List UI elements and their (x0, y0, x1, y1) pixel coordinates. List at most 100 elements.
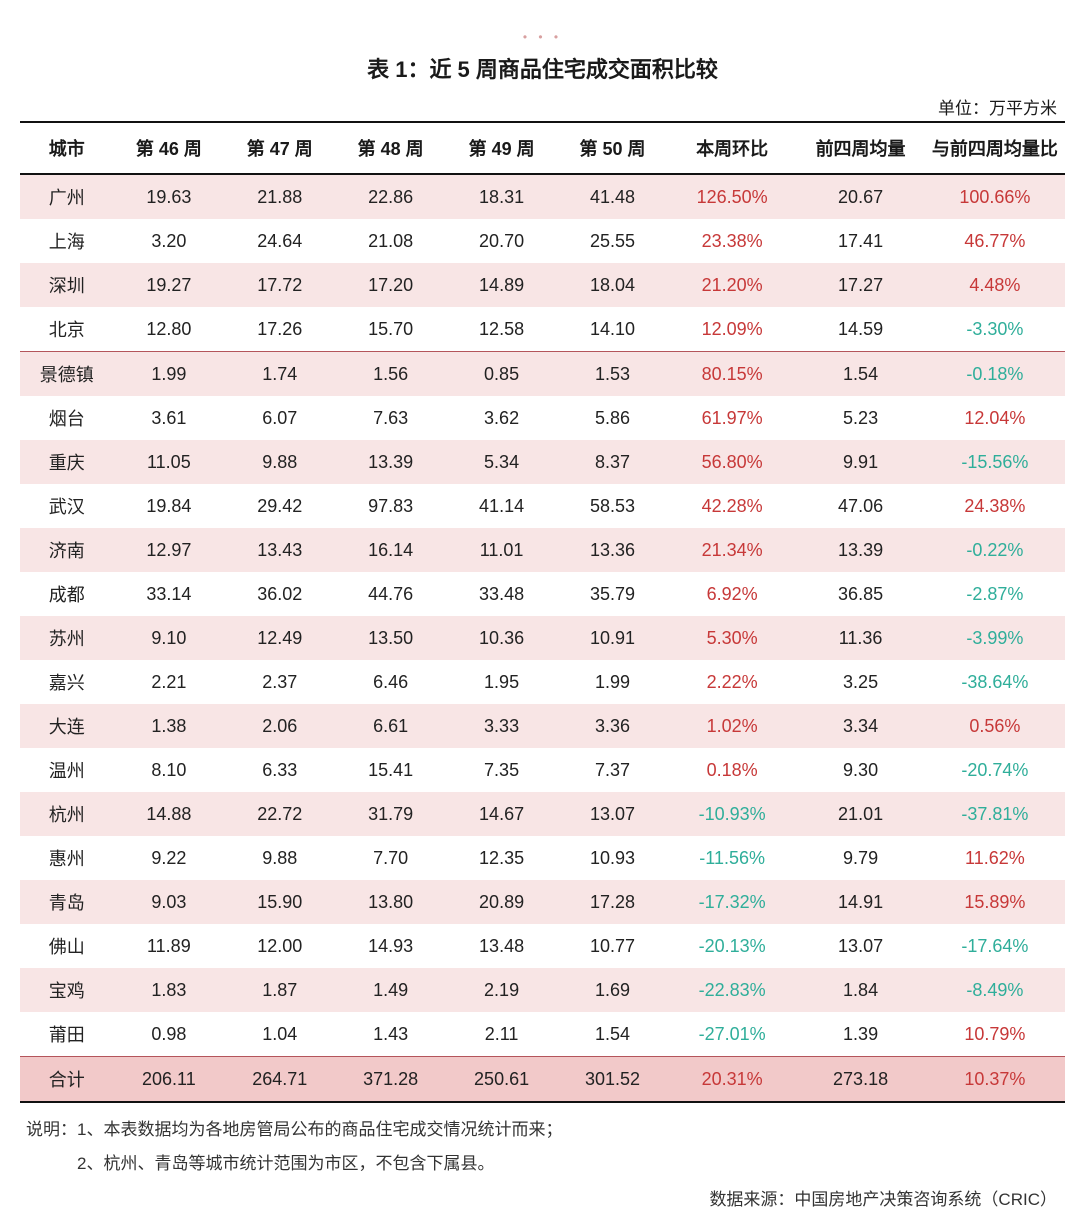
cell-vs4: 12.04% (925, 396, 1065, 440)
cell-avg4: 11.36 (796, 616, 924, 660)
cell-avg4: 13.07 (796, 924, 924, 968)
cell-w48: 7.70 (335, 836, 446, 880)
decor-dots: • • • (20, 30, 1065, 44)
cell-vs4: -3.30% (925, 307, 1065, 352)
cell-vs4: -15.56% (925, 440, 1065, 484)
cell-city: 青岛 (20, 880, 113, 924)
cell-w46: 0.98 (113, 1012, 224, 1057)
cell-avg4: 1.54 (796, 352, 924, 397)
cell-avg4: 3.34 (796, 704, 924, 748)
col-w48: 第 48 周 (335, 122, 446, 174)
cell-w48: 13.80 (335, 880, 446, 924)
cell-wow: -17.32% (668, 880, 796, 924)
cell-city: 成都 (20, 572, 113, 616)
footnote: 说明：1、本表数据均为各地房管局公布的商品住宅成交情况统计而来； 2、杭州、青岛… (20, 1113, 1065, 1181)
cell-city: 惠州 (20, 836, 113, 880)
cell-city: 合计 (20, 1057, 113, 1103)
cell-w46: 11.89 (113, 924, 224, 968)
cell-w49: 41.14 (446, 484, 557, 528)
cell-w49: 18.31 (446, 174, 557, 219)
cell-w50: 3.36 (557, 704, 668, 748)
cell-vs4: -37.81% (925, 792, 1065, 836)
cell-w47: 17.72 (224, 263, 335, 307)
cell-vs4: 100.66% (925, 174, 1065, 219)
cell-w48: 16.14 (335, 528, 446, 572)
cell-w50: 58.53 (557, 484, 668, 528)
cell-w50: 301.52 (557, 1057, 668, 1103)
cell-wow: 12.09% (668, 307, 796, 352)
cell-vs4: 4.48% (925, 263, 1065, 307)
table-row: 嘉兴2.212.376.461.951.992.22%3.25-38.64% (20, 660, 1065, 704)
cell-w47: 6.07 (224, 396, 335, 440)
cell-w50: 10.93 (557, 836, 668, 880)
cell-w48: 13.39 (335, 440, 446, 484)
cell-w50: 5.86 (557, 396, 668, 440)
footnote-line-1: 说明：1、本表数据均为各地房管局公布的商品住宅成交情况统计而来； (26, 1113, 1065, 1147)
cell-w48: 7.63 (335, 396, 446, 440)
table-row: 温州8.106.3315.417.357.370.18%9.30-20.74% (20, 748, 1065, 792)
cell-w48: 1.43 (335, 1012, 446, 1057)
header-row: 城市 第 46 周 第 47 周 第 48 周 第 49 周 第 50 周 本周… (20, 122, 1065, 174)
cell-w48: 371.28 (335, 1057, 446, 1103)
cell-avg4: 14.91 (796, 880, 924, 924)
cell-avg4: 13.39 (796, 528, 924, 572)
cell-w49: 7.35 (446, 748, 557, 792)
cell-w49: 33.48 (446, 572, 557, 616)
cell-avg4: 21.01 (796, 792, 924, 836)
cell-w47: 36.02 (224, 572, 335, 616)
cell-avg4: 14.59 (796, 307, 924, 352)
cell-vs4: 10.37% (925, 1057, 1065, 1103)
table-row: 武汉19.8429.4297.8341.1458.5342.28%47.0624… (20, 484, 1065, 528)
cell-wow: 20.31% (668, 1057, 796, 1103)
table-row: 佛山11.8912.0014.9313.4810.77-20.13%13.07-… (20, 924, 1065, 968)
cell-w46: 9.10 (113, 616, 224, 660)
cell-city: 广州 (20, 174, 113, 219)
cell-w47: 9.88 (224, 836, 335, 880)
cell-w47: 6.33 (224, 748, 335, 792)
cell-wow: 61.97% (668, 396, 796, 440)
cell-wow: -10.93% (668, 792, 796, 836)
cell-city: 上海 (20, 219, 113, 263)
unit-label: 单位：万平方米 (20, 94, 1065, 119)
cell-w49: 12.58 (446, 307, 557, 352)
cell-w49: 1.95 (446, 660, 557, 704)
cell-avg4: 1.39 (796, 1012, 924, 1057)
col-w50: 第 50 周 (557, 122, 668, 174)
cell-w50: 10.77 (557, 924, 668, 968)
cell-w48: 1.56 (335, 352, 446, 397)
cell-vs4: -17.64% (925, 924, 1065, 968)
table-row: 宝鸡1.831.871.492.191.69-22.83%1.84-8.49% (20, 968, 1065, 1012)
cell-vs4: -8.49% (925, 968, 1065, 1012)
cell-w47: 29.42 (224, 484, 335, 528)
cell-w47: 24.64 (224, 219, 335, 263)
cell-w50: 41.48 (557, 174, 668, 219)
cell-vs4: 46.77% (925, 219, 1065, 263)
cell-city: 温州 (20, 748, 113, 792)
cell-city: 重庆 (20, 440, 113, 484)
cell-avg4: 17.27 (796, 263, 924, 307)
cell-avg4: 1.84 (796, 968, 924, 1012)
cell-w46: 206.11 (113, 1057, 224, 1103)
cell-city: 深圳 (20, 263, 113, 307)
cell-w47: 264.71 (224, 1057, 335, 1103)
cell-w46: 33.14 (113, 572, 224, 616)
cell-vs4: 11.62% (925, 836, 1065, 880)
cell-city: 北京 (20, 307, 113, 352)
col-city: 城市 (20, 122, 113, 174)
cell-w50: 13.36 (557, 528, 668, 572)
cell-w49: 250.61 (446, 1057, 557, 1103)
cell-avg4: 47.06 (796, 484, 924, 528)
cell-w47: 12.49 (224, 616, 335, 660)
table-row: 成都33.1436.0244.7633.4835.796.92%36.85-2.… (20, 572, 1065, 616)
cell-w47: 1.87 (224, 968, 335, 1012)
cell-w50: 17.28 (557, 880, 668, 924)
cell-w46: 1.99 (113, 352, 224, 397)
col-avg4: 前四周均量 (796, 122, 924, 174)
cell-city: 武汉 (20, 484, 113, 528)
cell-w47: 9.88 (224, 440, 335, 484)
cell-w49: 5.34 (446, 440, 557, 484)
table-row: 济南12.9713.4316.1411.0113.3621.34%13.39-0… (20, 528, 1065, 572)
cell-w49: 14.89 (446, 263, 557, 307)
table-row: 莆田0.981.041.432.111.54-27.01%1.3910.79% (20, 1012, 1065, 1057)
cell-wow: 6.92% (668, 572, 796, 616)
